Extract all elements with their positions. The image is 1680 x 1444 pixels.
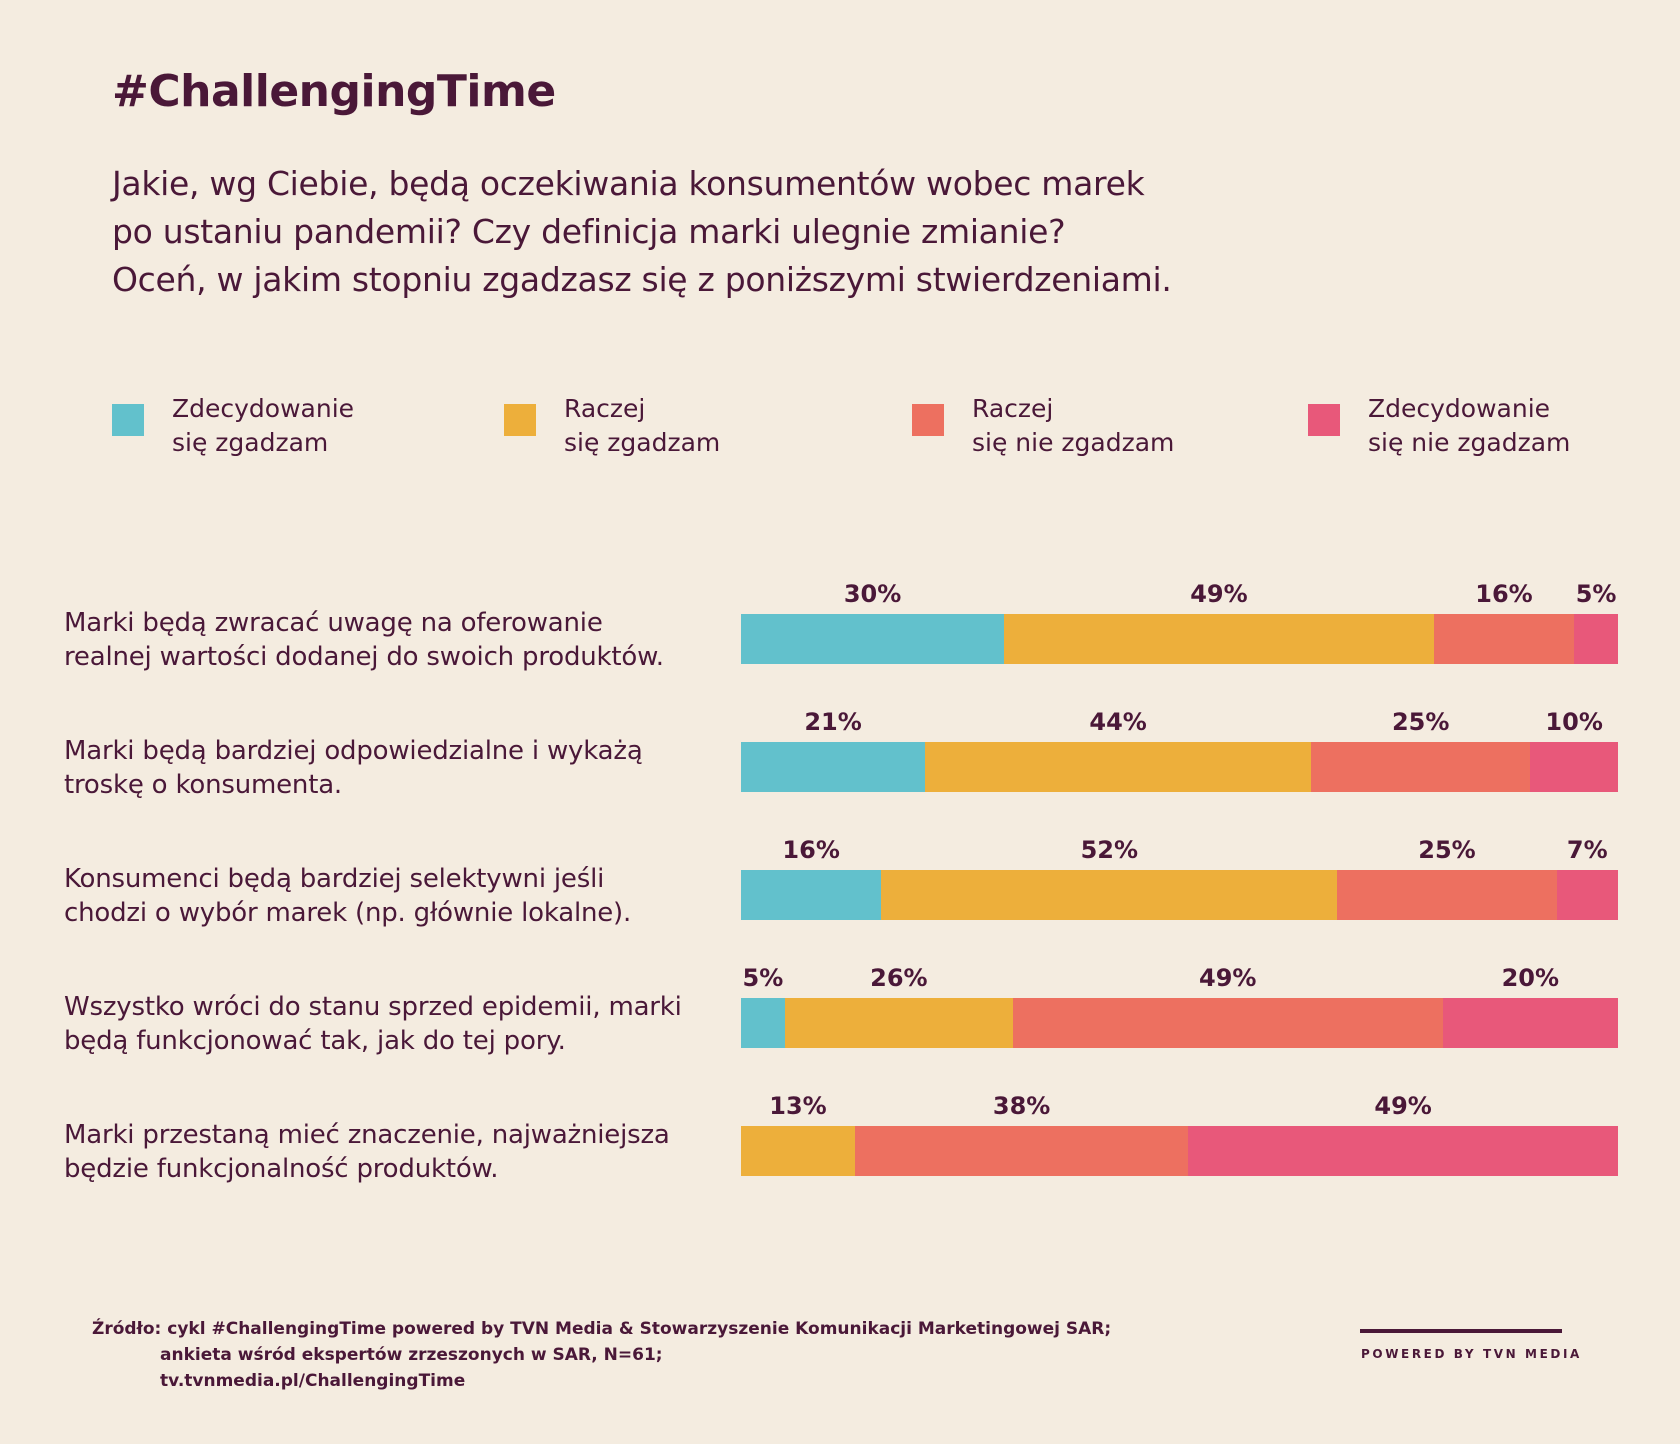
data-label: 21%	[804, 708, 862, 736]
legend-label-line: się zgadzam	[564, 428, 721, 457]
source-line: ankieta wśród ekspertów zrzeszonych w SA…	[160, 1345, 663, 1365]
powered-by-rule	[1360, 1329, 1562, 1333]
data-label: 7%	[1566, 836, 1608, 864]
question-line: Jakie, wg Ciebie, będą oczekiwania konsu…	[112, 164, 1145, 203]
row-label-line: będą funkcjonować tak, jak do tej pory.	[64, 1026, 566, 1056]
stacked-bar	[741, 1126, 1619, 1176]
legend-label-line: się nie zgadzam	[1368, 428, 1571, 457]
data-label: 13%	[769, 1092, 827, 1120]
legend-label-line: się nie zgadzam	[972, 428, 1175, 457]
legend-label-line: się zgadzam	[172, 428, 329, 457]
data-label: 25%	[1391, 708, 1450, 736]
page-title: #ChallengingTime	[112, 66, 556, 117]
data-label: 5%	[1575, 580, 1617, 608]
data-label: 16%	[1475, 580, 1533, 608]
data-label: 49%	[1374, 1092, 1432, 1120]
row-label: Wszystko wróci do stanu sprzed epidemii,…	[64, 990, 734, 1058]
bar-segment	[1004, 614, 1435, 664]
bar-segment	[1188, 1126, 1619, 1176]
row-label: Konsumenci będą bardziej selektywni jeśl…	[64, 862, 734, 930]
data-label: 49%	[1190, 580, 1248, 608]
powered-by-logo: POWERED BY TVN MEDIA	[1361, 1347, 1582, 1361]
row-label-line: Marki będą bardziej odpowiedzialne i wyk…	[64, 736, 643, 766]
data-label: 10%	[1545, 708, 1603, 736]
data-label: 25%	[1418, 836, 1476, 864]
bar-segment	[1556, 870, 1619, 920]
question-text: Jakie, wg Ciebie, będą oczekiwania konsu…	[112, 160, 1412, 304]
bar-segment	[1012, 998, 1444, 1048]
source-link[interactable]: tv.tvnmedia.pl/ChallengingTime	[160, 1371, 466, 1391]
source-line: Źródło: cykl #ChallengingTime powered by…	[92, 1319, 1112, 1339]
legend-label: Raczej się nie zgadzam	[972, 392, 1272, 460]
legend-swatch	[1308, 404, 1340, 436]
bar-segment	[1574, 614, 1619, 664]
legend-swatch	[112, 404, 144, 436]
bar-segment	[741, 998, 786, 1048]
bar-segment	[1433, 614, 1575, 664]
data-label: 52%	[1080, 836, 1139, 864]
bar-segment	[855, 1126, 1189, 1176]
stacked-bar	[741, 614, 1619, 664]
legend-label: Zdecydowanie się nie zgadzam	[1368, 392, 1668, 460]
bar-segment	[741, 742, 926, 792]
bar-segment	[741, 1126, 856, 1176]
stacked-bar	[741, 870, 1619, 920]
legend-swatch	[912, 404, 944, 436]
data-label: 26%	[870, 964, 928, 992]
bar-segment	[925, 742, 1312, 792]
data-label: 30%	[843, 580, 902, 608]
bar-segment	[1530, 742, 1619, 792]
bar-segment	[881, 870, 1338, 920]
row-label: Marki będą zwracać uwagę na oferowanie re…	[64, 606, 734, 674]
bar-segment	[784, 998, 1014, 1048]
source-note: Źródło: cykl #ChallengingTime powered by…	[92, 1316, 1111, 1394]
legend-label: Raczej się zgadzam	[564, 392, 864, 460]
legend-label-line: Raczej	[564, 394, 646, 423]
data-label: 38%	[992, 1092, 1051, 1120]
bar-segment	[741, 870, 882, 920]
data-label: 5%	[742, 964, 784, 992]
data-label: 49%	[1199, 964, 1257, 992]
row-label: Marki będą bardziej odpowiedzialne i wyk…	[64, 734, 734, 802]
bar-segment	[1337, 870, 1558, 920]
legend-label: Zdecydowanie się zgadzam	[172, 392, 472, 460]
legend-swatch	[504, 404, 536, 436]
legend-label-line: Raczej	[972, 394, 1054, 423]
stacked-bar	[741, 742, 1619, 792]
question-line: po ustaniu pandemii? Czy definicja marki…	[112, 212, 1066, 251]
row-label-line: Marki przestaną mieć znaczenie, najważni…	[64, 1120, 670, 1150]
stacked-bar	[741, 998, 1619, 1048]
question-line: Oceń, w jakim stopniu zgadzasz się z pon…	[112, 260, 1172, 299]
row-label-line: chodzi o wybór marek (np. głównie lokaln…	[64, 898, 632, 928]
data-label: 20%	[1501, 964, 1560, 992]
bar-segment	[1311, 742, 1531, 792]
row-label-line: Marki będą zwracać uwagę na oferowanie	[64, 608, 603, 638]
row-label-line: realnej wartości dodanej do swoich produ…	[64, 642, 664, 672]
legend-label-line: Zdecydowanie	[172, 394, 355, 423]
row-label-line: Wszystko wróci do stanu sprzed epidemii,…	[64, 992, 682, 1022]
data-label: 16%	[782, 836, 840, 864]
row-label-line: troskę o konsumenta.	[64, 770, 342, 800]
row-label-line: Konsumenci będą bardziej selektywni jeśl…	[64, 864, 605, 894]
bar-segment	[741, 614, 1005, 664]
row-label-line: będzie funkcjonalność produktów.	[64, 1154, 499, 1184]
data-label: 44%	[1089, 708, 1147, 736]
legend-label-line: Zdecydowanie	[1368, 394, 1551, 423]
bar-segment	[1442, 998, 1619, 1048]
row-label: Marki przestaną mieć znaczenie, najważni…	[64, 1118, 734, 1186]
